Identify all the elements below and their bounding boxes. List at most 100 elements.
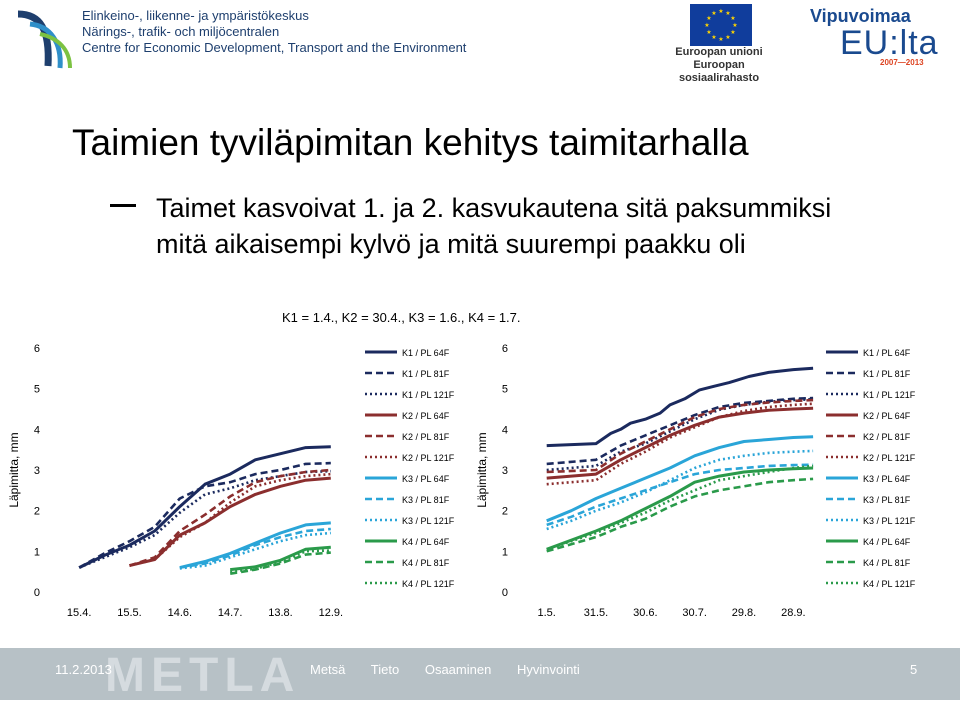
legend-label: K2 / PL 64F: [863, 411, 911, 421]
svg-text:★: ★: [711, 34, 716, 41]
y-tick-label: 1: [34, 546, 40, 558]
x-tick-label: 29.8.: [732, 607, 756, 619]
y-tick-label: 6: [502, 343, 508, 355]
y-tick-label: 0: [502, 587, 508, 599]
svg-text:★: ★: [704, 22, 709, 29]
series-line: [179, 527, 331, 569]
x-tick-label: 15.5.: [117, 607, 141, 619]
series-line: [546, 466, 814, 551]
legend-label: K3 / PL 121F: [863, 516, 916, 526]
svg-text:★: ★: [711, 10, 716, 17]
series-line: [546, 398, 814, 474]
series-line: [129, 472, 331, 567]
legend-label: K3 / PL 81F: [402, 495, 450, 505]
y-tick-label: 4: [34, 424, 40, 436]
legend-label: K2 / PL 121F: [863, 453, 916, 463]
series-line: [179, 521, 331, 570]
svg-text:★: ★: [730, 15, 735, 22]
eu-years: 2007—2013: [880, 58, 924, 67]
series-line: [179, 531, 331, 570]
x-tick-label: 12.9.: [319, 607, 343, 619]
footer-word-hyvinvointi: Hyvinvointi: [516, 662, 580, 677]
legend-label: K2 / PL 121F: [402, 453, 455, 463]
y-tick-label: 0: [34, 587, 40, 599]
legend-label: K3 / PL 64F: [402, 474, 450, 484]
charts: 0 1 2 3 4 5 6 15.4. 15.5. 14.6. 14.7. 13.8. 12.9. Läp…: [7, 343, 916, 619]
legend-label: K4 / PL 121F: [863, 579, 916, 589]
series-line: [230, 549, 331, 573]
legend-label: K3 / PL 81F: [863, 495, 911, 505]
svg-text:★: ★: [725, 10, 730, 17]
footer-words: Metsä Tieto Osaaminen Hyvinvointi: [310, 662, 596, 677]
footer: METLA 11.2.2013 Metsä Tieto Osaaminen Hy…: [0, 648, 960, 702]
x-tick-label: 13.8.: [268, 607, 292, 619]
eu-flag-icon: ★ ★★★★★ ★★★★★★: [690, 4, 752, 46]
x-tick-label: 1.5.: [537, 607, 555, 619]
legend-label: K2 / PL 81F: [863, 432, 911, 442]
legend-label: K4 / PL 121F: [402, 579, 455, 589]
y-tick-label: 3: [502, 465, 508, 477]
series-line: [546, 449, 814, 531]
chart-2: 0 1 2 3 4 5 6 1.5. 31.5. 30.6. 30.7. 29.8. 28.9. Läpi…: [475, 343, 916, 619]
series-line: [546, 464, 814, 551]
legend-label: K1 / PL 64F: [863, 348, 911, 358]
y-tick-label: 3: [34, 465, 40, 477]
legend-label: K3 / PL 64F: [863, 474, 911, 484]
svg-text:★: ★: [730, 29, 735, 36]
eu-line-1: Euroopan unioni: [675, 46, 763, 58]
metla-logo: METLA: [105, 649, 301, 702]
footer-word-osaaminen: Osaaminen: [424, 662, 492, 677]
series-line: [129, 476, 331, 568]
ely-line-fi: Elinkeino-, liikenne- ja ympäristökeskus: [82, 8, 309, 23]
series-line: [78, 461, 331, 569]
legend-label: K2 / PL 64F: [402, 411, 450, 421]
series-line: [546, 435, 814, 523]
legend-label: K1 / PL 81F: [402, 369, 450, 379]
legend-label: K1 / PL 64F: [402, 348, 450, 358]
bullet-text: Taimet kasvoivat 1. ja 2. kasvukautena s…: [156, 193, 832, 259]
series-line: [546, 366, 814, 448]
eu-line-2: Euroopan sosiaalirahasto: [678, 59, 760, 84]
y-tick-label: 2: [502, 506, 508, 518]
ely-names: Elinkeino-, liikenne- ja ympäristökeskus…: [82, 8, 466, 56]
svg-text:★: ★: [725, 34, 730, 41]
x-tick-label: 31.5.: [584, 607, 608, 619]
svg-text:★: ★: [706, 29, 711, 36]
x-tick-label: 14.6.: [168, 607, 192, 619]
series-line: [546, 402, 814, 486]
series-line: [546, 396, 814, 466]
ely-line-sv: Närings-, trafik- och miljöcentralen: [82, 24, 280, 39]
series-line: [230, 545, 331, 572]
y-tick-label: 6: [34, 343, 40, 355]
header-logos: Elinkeino-, liikenne- ja ympäristökeskus…: [0, 0, 960, 84]
legend-label: K3 / PL 121F: [402, 516, 455, 526]
x-tick-label: 15.4.: [67, 607, 91, 619]
legend-label: K1 / PL 81F: [863, 369, 911, 379]
vipuvoimaa-logo: Vipuvoimaa: [810, 6, 911, 26]
svg-text:★: ★: [718, 36, 723, 43]
series-line: [546, 463, 814, 527]
footer-word-tieto: Tieto: [370, 662, 400, 677]
y-tick-label: 1: [502, 546, 508, 558]
y-tick-label: 4: [502, 424, 508, 436]
x-tick-label: 30.6.: [633, 607, 657, 619]
legend-label: K1 / PL 121F: [402, 390, 455, 400]
series-line: [129, 468, 331, 567]
svg-text:★: ★: [706, 15, 711, 22]
x-tick-label: 14.7.: [218, 607, 242, 619]
footer-word-metsa: Metsä: [310, 662, 346, 677]
legend-label: K4 / PL 64F: [863, 537, 911, 547]
x-tick-label: 28.9.: [781, 607, 805, 619]
ely-logo-icon: [17, 10, 72, 69]
series-line: [78, 469, 331, 569]
y-axis-label: Läpimitta, mm: [475, 432, 489, 507]
series-line: [546, 406, 814, 480]
page-number: 5: [910, 662, 918, 677]
legend-label: K4 / PL 81F: [863, 558, 911, 568]
legend-label: K4 / PL 81F: [402, 558, 450, 568]
legend-label: K4 / PL 64F: [402, 537, 450, 547]
series-line: [546, 477, 814, 553]
euita-logo: EU:lta: [840, 24, 939, 62]
y-tick-label: 2: [34, 506, 40, 518]
ely-line-en: Centre for Economic Development, Transpo…: [82, 40, 467, 55]
